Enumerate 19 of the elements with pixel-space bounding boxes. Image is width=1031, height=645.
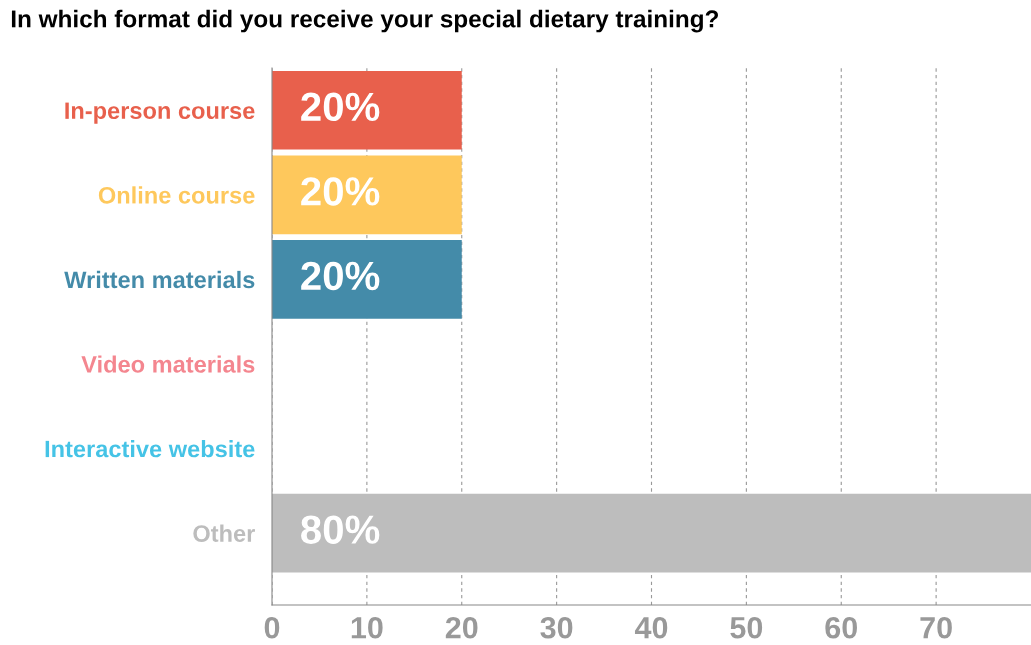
data-label: 20% bbox=[301, 92, 380, 122]
x-tick-label: 0 bbox=[264, 616, 280, 639]
x-tick-label: 10 bbox=[351, 616, 383, 639]
data-label: 20% bbox=[301, 177, 380, 206]
data-label: 80% bbox=[301, 515, 380, 544]
y-tick-label: Other bbox=[193, 524, 255, 542]
x-tick-label: 70 bbox=[920, 616, 952, 639]
x-tick-label: 60 bbox=[825, 616, 857, 639]
y-tick-label: Video materials bbox=[81, 355, 255, 373]
x-tick-label: 30 bbox=[540, 616, 573, 639]
y-tick-label: Written materials bbox=[64, 270, 255, 289]
y-tick-label: Interactive website bbox=[45, 440, 255, 458]
x-tick-label: 40 bbox=[634, 616, 668, 639]
y-tick-label: In-person course bbox=[65, 102, 255, 124]
y-tick-label: Online course bbox=[98, 186, 255, 204]
chart-title: In which format did you receive your special dietary training? bbox=[11, 9, 718, 33]
x-tick-label: 50 bbox=[730, 616, 763, 639]
x-tick-label: 20 bbox=[445, 616, 478, 639]
data-label: 20% bbox=[301, 261, 380, 291]
